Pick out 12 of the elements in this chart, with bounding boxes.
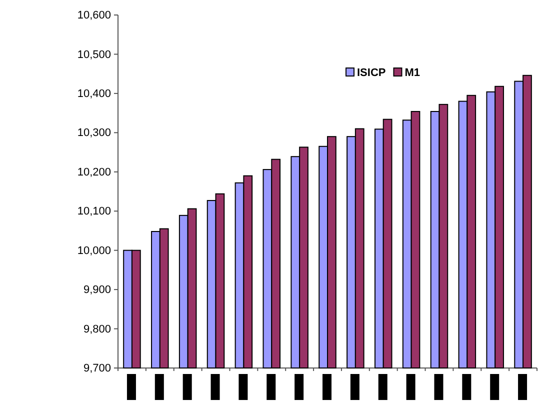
y-tick-label: 9,700 (83, 362, 111, 375)
legend-label: M1 (404, 67, 420, 79)
y-tick-label: 10,400 (77, 88, 111, 100)
y-tick-label: 10,100 (77, 206, 111, 218)
y-tick-label: 10,000 (77, 244, 111, 257)
legend-label: ISICP (357, 67, 386, 79)
y-tick-label: 10,300 (77, 127, 111, 140)
y-tick-label: 10,200 (77, 166, 111, 178)
y-tick-label: 9,800 (83, 323, 111, 336)
y-tick-label: 9,900 (83, 284, 111, 296)
y-tick-label: 10,500 (77, 48, 111, 61)
y-tick-label: 10,600 (77, 10, 111, 22)
